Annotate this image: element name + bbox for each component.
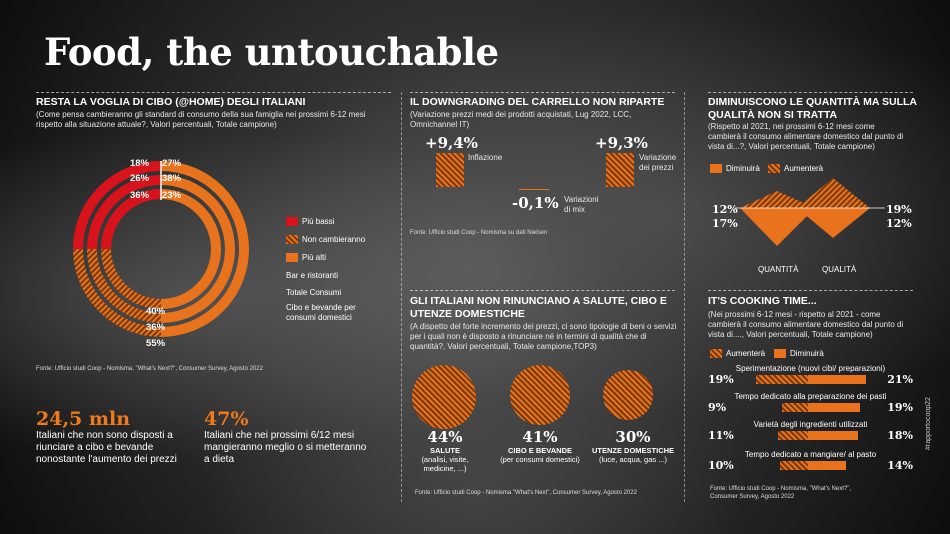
salute-item: 44% SALUTE (analisi, visite, medicine, .…	[421, 428, 469, 473]
panel2-heading: IL DOWNGRADING DEL CARRELLO NON RIPARTE	[410, 96, 665, 108]
panel4-subtitle: (A dispetto del forte incremento dei pre…	[410, 322, 677, 351]
cooking-row: Varietà degli ingredienti utilizzati 11%…	[708, 420, 913, 442]
panel5-subtitle: (Nei prossimi 6-12 mesi - rispetto al 20…	[708, 310, 904, 339]
variazione-value: +9,3%	[595, 134, 648, 152]
ring2-alti-label: 38%	[162, 173, 182, 184]
utenze-item: 30% UTENZE DOMESTICHE (luce, acqua, gas …	[591, 428, 675, 464]
quantita-aumentera-label: 12%	[712, 203, 738, 216]
stat-1: 24,5 mln Italiani che non sono disposti …	[36, 408, 201, 466]
quantita-aumentera	[740, 191, 815, 208]
ring2-bassi-label: 26%	[130, 173, 150, 184]
panel5-source: Fonte: Ufficio studi Coop - Nomisma, "Wh…	[710, 486, 852, 500]
quantita-diminuira-label: 17%	[712, 217, 738, 230]
panel5-heading: IT'S COOKING TIME...	[708, 295, 817, 307]
ring-name-3: Cibo e bevande per consumi domestici	[286, 303, 356, 322]
ring1-alti	[161, 161, 249, 249]
variazione-bar	[606, 153, 634, 187]
stat-1-text: Italiani che non sono disposti a riuncia…	[36, 430, 177, 465]
ring1-bassi-label: 18%	[130, 158, 150, 169]
mix-value: -0,1%	[512, 194, 559, 212]
legend-alti: Più alti	[286, 253, 326, 263]
cooking-row: Tempo dedicato alla preparazione dei pas…	[708, 392, 913, 414]
panel2-subtitle: (Variazione prezzi medi dei prodotti acq…	[410, 110, 632, 129]
divider	[708, 290, 913, 291]
panel1-source: Fonte: Ufficio studi Coop - Nomisma, "Wh…	[36, 366, 263, 372]
diamond-chart	[735, 178, 885, 246]
inflazione-label: Inflazione	[468, 153, 503, 162]
divider	[401, 92, 402, 502]
stat-2-text: Italiani che nei prossimi 6/12 mesi mang…	[204, 430, 367, 465]
variazione-label: Variazione dei prezzi	[639, 153, 677, 172]
mix-label: Variazioni di mix	[564, 195, 599, 214]
stat-1-value: 24,5 mln	[36, 408, 131, 430]
panel4-source: Fonte: Ufficio studi Coop - Nomisma "Wha…	[415, 490, 637, 496]
utenze-circle	[603, 370, 653, 420]
donut-chart	[73, 161, 249, 337]
ring3-alti-label: 23%	[162, 190, 182, 201]
cooking-row: Tempo dedicato a mangiare/ al pasto 10% …	[708, 450, 913, 472]
stat-2-value: 47%	[204, 408, 249, 430]
legend-bassi: Più bassi	[286, 217, 334, 227]
legend-diminuira: Diminuirà	[774, 349, 824, 359]
inner-label-3: 55%	[146, 338, 166, 349]
ring3-bassi-label: 36%	[130, 190, 150, 201]
cibo-item: 41% CIBO E BEVANDE (per consumi domestic…	[500, 428, 580, 464]
ring1-alti-label: 27%	[162, 158, 182, 169]
stat-2: 47% Italiani che nei prossimi 6/12 mesi …	[204, 408, 369, 466]
salute-circle	[412, 365, 476, 429]
panel3-subtitle: (Rispetto al 2021, nei prossimi 6-12 mes…	[708, 122, 904, 151]
divider	[708, 92, 913, 93]
panel4-heading: GLI ITALIANI NON RINUNCIANO A SALUTE, CI…	[410, 295, 667, 320]
qualita-aumentera	[797, 178, 870, 208]
legend-aumentera: Aumenterà	[710, 349, 765, 359]
qualita-diminuira	[797, 208, 870, 238]
qualita-diminuira-label: 12%	[886, 217, 912, 230]
divider	[410, 92, 675, 93]
divider	[36, 92, 391, 93]
cibo-circle	[510, 365, 570, 425]
page-title: Food, the untouchable	[44, 30, 499, 74]
panel3-heading: DIMINUISCONO LE QUANTITÀ MA SULLA QUALIT…	[708, 96, 917, 121]
inner-label-1: 40%	[146, 306, 166, 317]
inflazione-bar	[436, 153, 464, 187]
qualita-label: QUALITÀ	[822, 265, 857, 274]
inflazione-value: +9,4%	[425, 134, 478, 152]
panel2-source: Fonte: Ufficio studi Coop - Nomisma su d…	[410, 230, 548, 236]
ring-name-1: Bar e ristoranti	[286, 271, 339, 280]
legend-aumentera: Aumenterà	[768, 164, 823, 174]
divider	[410, 290, 675, 291]
panel1-subtitle: (Come pensa cambieranno gli standard di …	[36, 110, 366, 129]
cooking-row: Sperimentazione (nuovi cibi/ preparazion…	[708, 364, 913, 386]
quantita-diminuira	[740, 208, 815, 246]
inner-label-2: 36%	[146, 322, 166, 333]
ring-name-2: Totale Consumi	[286, 288, 342, 297]
ring1-bassi	[73, 161, 161, 249]
hashtag: #rapportocoop22	[925, 397, 932, 450]
divider	[684, 92, 685, 502]
legend-non-cambieranno: Non cambieranno	[286, 235, 365, 245]
mix-bar	[519, 189, 549, 190]
legend-diminuira: Diminuirà	[710, 164, 760, 174]
qualita-aumentera-label: 19%	[886, 203, 912, 216]
quantita-label: QUANTITÀ	[758, 265, 799, 274]
panel1-heading: RESTA LA VOGLIA DI CIBO (@HOME) DEGLI IT…	[36, 96, 306, 108]
